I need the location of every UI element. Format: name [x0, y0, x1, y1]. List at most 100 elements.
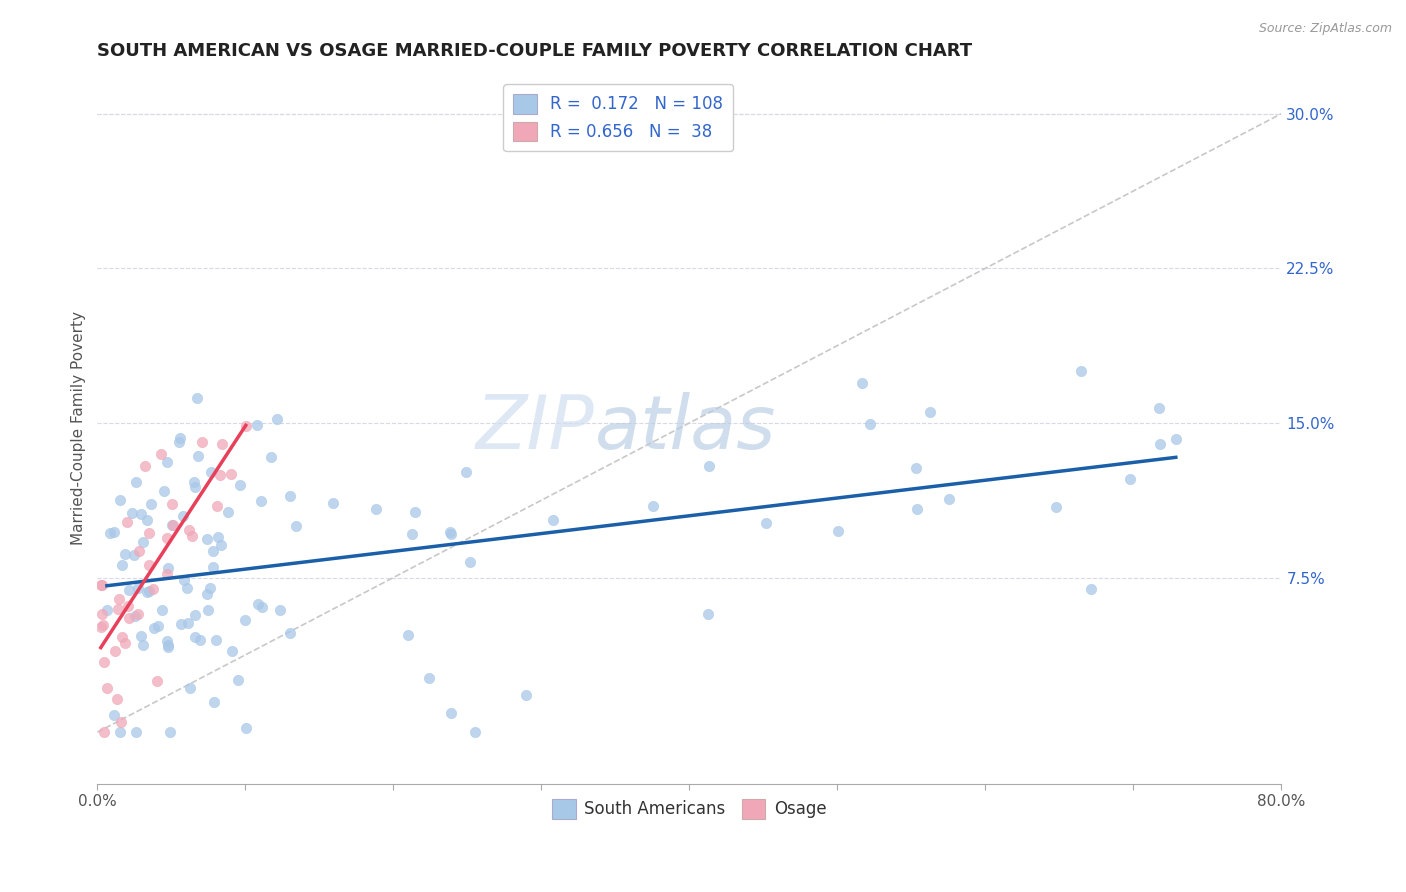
- Point: [260, 450, 283, 465]
- Point: [172, 508, 194, 523]
- Point: [219, 467, 242, 482]
- Point: [114, 547, 136, 561]
- Point: [233, 613, 256, 627]
- Text: ZIP: ZIP: [475, 392, 595, 464]
- Point: [136, 585, 159, 599]
- Point: [235, 721, 257, 735]
- Point: [938, 491, 960, 506]
- Point: [418, 671, 440, 685]
- Point: [156, 531, 179, 545]
- Point: [207, 530, 229, 544]
- Point: [103, 524, 125, 539]
- Point: [127, 581, 149, 595]
- Point: [105, 691, 128, 706]
- Point: [396, 627, 419, 641]
- Point: [162, 518, 184, 533]
- Point: [167, 435, 190, 450]
- Point: [93, 725, 115, 739]
- Point: [110, 725, 132, 739]
- Point: [201, 560, 224, 574]
- Point: [905, 502, 928, 516]
- Point: [186, 392, 208, 406]
- Point: [132, 638, 155, 652]
- Point: [153, 484, 176, 499]
- Point: [541, 513, 564, 527]
- Point: [696, 607, 718, 622]
- Point: [250, 600, 273, 615]
- Point: [156, 638, 179, 652]
- Point: [156, 567, 179, 582]
- Point: [515, 688, 537, 702]
- Point: [150, 447, 173, 461]
- Point: [146, 619, 169, 633]
- Point: [132, 535, 155, 549]
- Point: [205, 499, 228, 513]
- Point: [202, 695, 225, 709]
- Legend: South Americans, Osage: South Americans, Osage: [546, 793, 832, 825]
- Point: [177, 524, 200, 538]
- Point: [108, 592, 131, 607]
- Point: [103, 644, 125, 658]
- Text: atlas: atlas: [595, 392, 776, 464]
- Point: [184, 607, 207, 622]
- Point: [197, 603, 219, 617]
- Point: [90, 578, 112, 592]
- Point: [221, 644, 243, 658]
- Point: [440, 706, 463, 720]
- Point: [180, 529, 202, 543]
- Point: [183, 475, 205, 489]
- Point: [134, 459, 156, 474]
- Point: [156, 640, 179, 655]
- Point: [103, 708, 125, 723]
- Point: [202, 543, 225, 558]
- Point: [117, 610, 139, 624]
- Point: [179, 681, 201, 695]
- Point: [107, 602, 129, 616]
- Point: [246, 418, 269, 433]
- Point: [205, 632, 228, 647]
- Text: Source: ZipAtlas.com: Source: ZipAtlas.com: [1258, 22, 1392, 36]
- Point: [851, 376, 873, 391]
- Point: [1147, 401, 1170, 415]
- Point: [404, 505, 426, 519]
- Point: [1149, 437, 1171, 451]
- Point: [1045, 500, 1067, 514]
- Point: [188, 633, 211, 648]
- Point: [439, 525, 461, 540]
- Point: [1164, 432, 1187, 446]
- Point: [124, 609, 146, 624]
- Point: [139, 497, 162, 511]
- Point: [285, 519, 308, 533]
- Point: [90, 607, 112, 621]
- Point: [110, 715, 132, 730]
- Point: [266, 411, 288, 425]
- Y-axis label: Married-Couple Family Poverty: Married-Couple Family Poverty: [72, 311, 86, 545]
- Point: [170, 616, 193, 631]
- Point: [208, 467, 231, 482]
- Point: [117, 599, 139, 614]
- Point: [124, 475, 146, 489]
- Point: [150, 603, 173, 617]
- Point: [143, 621, 166, 635]
- Point: [226, 673, 249, 687]
- Point: [211, 437, 233, 451]
- Point: [118, 582, 141, 597]
- Point: [827, 524, 849, 539]
- Point: [111, 630, 134, 644]
- Point: [458, 555, 481, 569]
- Point: [217, 505, 239, 519]
- Point: [454, 465, 477, 479]
- Point: [228, 478, 250, 492]
- Point: [96, 603, 118, 617]
- Point: [159, 725, 181, 739]
- Point: [699, 458, 721, 473]
- Point: [641, 499, 664, 513]
- Point: [98, 526, 121, 541]
- Point: [156, 561, 179, 575]
- Point: [111, 558, 134, 573]
- Point: [138, 526, 160, 541]
- Point: [176, 581, 198, 595]
- Point: [122, 548, 145, 562]
- Point: [162, 518, 184, 533]
- Point: [136, 513, 159, 527]
